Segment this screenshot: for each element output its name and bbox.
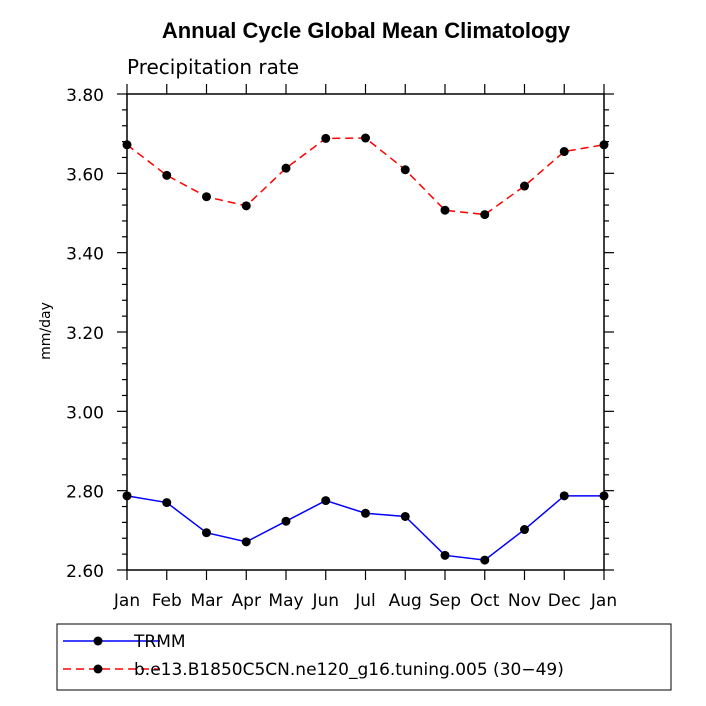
series-1-point <box>400 165 410 175</box>
x-tick-label: Aug <box>389 591 422 611</box>
y-tick-label: 3.20 <box>66 324 104 344</box>
series-0-point <box>281 516 291 526</box>
series-0-point <box>321 496 331 506</box>
x-tick-label: Feb <box>152 591 182 611</box>
series-1-point <box>480 210 490 220</box>
y-tick-label: 3.60 <box>66 165 104 185</box>
chart-title: Annual Cycle Global Mean Climatology <box>162 18 571 43</box>
x-tick-label: Oct <box>470 591 500 611</box>
x-tick-label: Jan <box>590 591 617 611</box>
x-tick-label: Jun <box>311 591 339 611</box>
y-tick-label: 3.40 <box>66 245 104 265</box>
legend-marker-0 <box>93 636 103 646</box>
series-1-point <box>520 181 529 191</box>
series-1-point <box>202 192 211 202</box>
y-tick-label: 2.60 <box>66 562 104 582</box>
legend-box <box>56 623 672 691</box>
series-0-point <box>559 491 569 501</box>
y-tick-label: 3.80 <box>66 86 104 106</box>
series-0-point <box>440 550 450 560</box>
legend: TRMM b.e13.B1850C5CN.ne120_g16.tuning.005… <box>56 623 672 691</box>
series-0-point <box>520 525 529 535</box>
series-1-point <box>361 133 370 143</box>
legend-label-0: TRMM <box>133 632 186 652</box>
y-tick-label: 2.80 <box>66 483 104 503</box>
series-0-point <box>241 537 251 547</box>
series-line-1 <box>126 137 605 216</box>
x-tick-label: Apr <box>232 591 261 611</box>
series-1-point <box>440 205 450 215</box>
x-tick-label: May <box>268 591 303 611</box>
series-0-point <box>400 511 410 521</box>
x-tick-label: Dec <box>548 591 581 611</box>
series-1-point <box>559 147 569 157</box>
legend-label-1: b.e13.B1850C5CN.ne120_g16.tuning.005 (30… <box>134 660 564 680</box>
series-0-point <box>202 528 211 538</box>
chart-subtitle: Precipitation rate <box>127 55 299 79</box>
series-0-point <box>162 498 172 508</box>
series-1-point <box>241 201 251 211</box>
legend-marker-1 <box>93 664 103 674</box>
x-tick-label: Mar <box>190 591 222 611</box>
y-tick-label: 3.00 <box>66 403 104 423</box>
x-tick-label: Jul <box>354 591 376 611</box>
series-0-point <box>361 508 370 518</box>
series-1-point <box>281 163 291 173</box>
series-1-point <box>162 170 172 180</box>
series-line-0 <box>126 495 604 561</box>
x-tick-label: Nov <box>508 591 541 611</box>
series-1-point <box>321 133 331 143</box>
x-tick-label: Sep <box>429 591 461 611</box>
series-0-point <box>480 555 490 565</box>
plot-frame <box>126 93 605 571</box>
x-tick-label: Jan <box>113 591 140 611</box>
y-axis-label: mm/day <box>38 302 54 360</box>
